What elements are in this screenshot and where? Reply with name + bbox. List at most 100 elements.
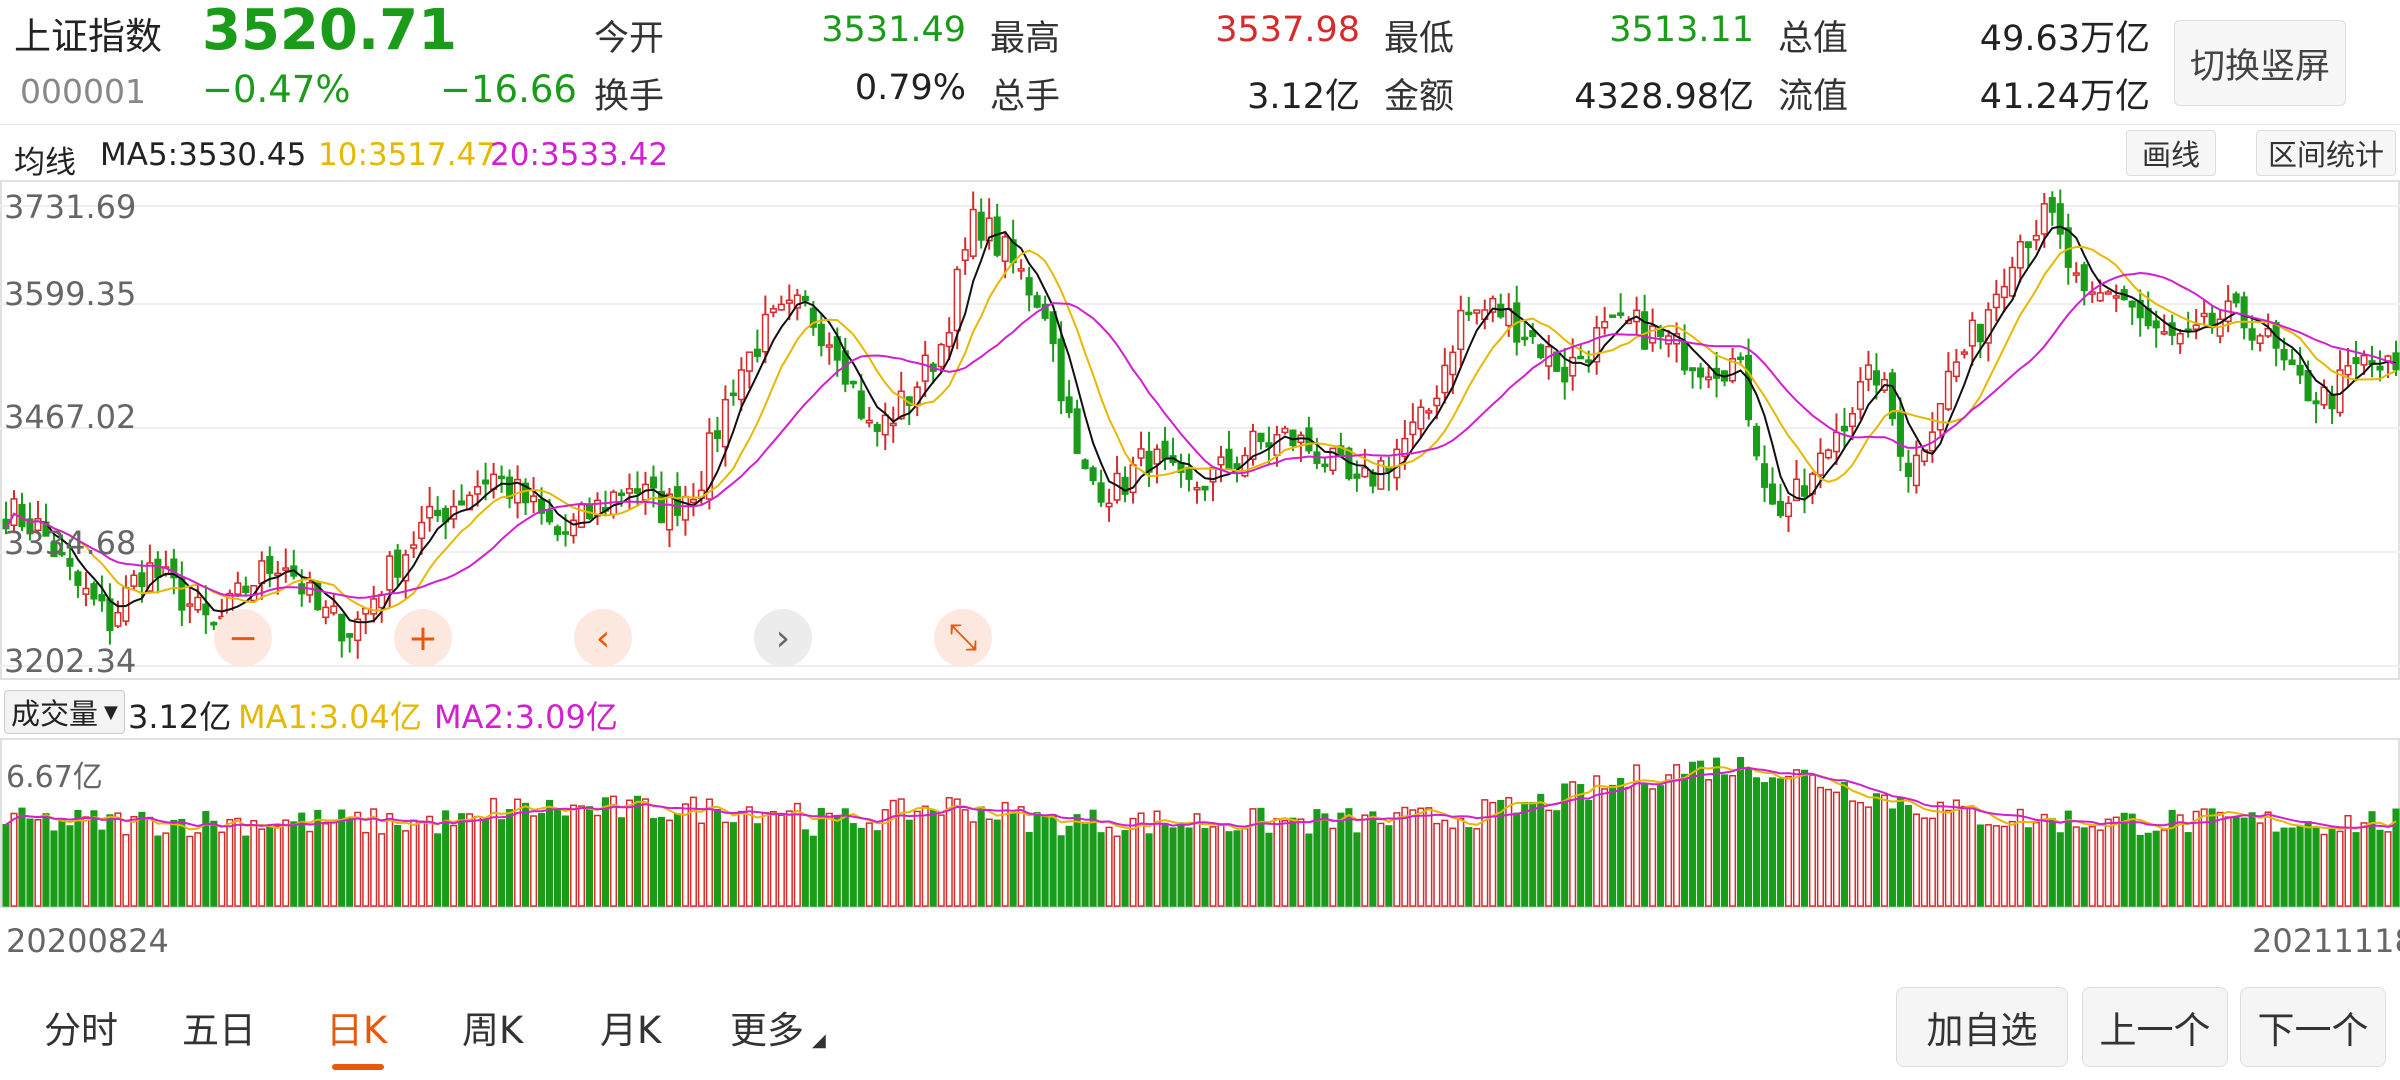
candle (865, 406, 873, 428)
candle (1281, 425, 1289, 435)
candle (761, 295, 769, 364)
volume-selector[interactable]: 成交量 ▼ (4, 690, 125, 734)
volume-bar (1808, 774, 1817, 907)
volume-bar (1193, 813, 1201, 907)
candle (1049, 311, 1057, 362)
zoom-out-icon[interactable]: − (214, 609, 272, 667)
volume-bar (1137, 812, 1145, 907)
tab-6[interactable]: 更多 (730, 1009, 804, 1052)
volume-bar (2344, 814, 2352, 907)
volume-bar (1872, 793, 1880, 907)
candle (242, 576, 250, 597)
candle (1153, 444, 1161, 484)
volume-bar (721, 821, 729, 907)
volume-bar (1265, 832, 1273, 907)
candle (74, 569, 82, 598)
tab-2[interactable]: 五日 (182, 1009, 256, 1052)
candle (2288, 348, 2296, 366)
volume-bar (2136, 834, 2144, 907)
volume-bar (2352, 832, 2360, 907)
range-stats-button[interactable]: 区间统计 (2256, 130, 2396, 176)
candle (2016, 234, 2024, 283)
volume-title: 成交量 (11, 697, 99, 731)
candle (1225, 430, 1233, 470)
volume-ma2-line (5, 766, 2397, 829)
candle (1361, 448, 1369, 478)
volume-value: 3.12亿 (128, 698, 232, 736)
end-date: 20211118 (2252, 922, 2400, 960)
quote-field-value: 0.79% (854, 68, 966, 108)
volume-bar (585, 806, 594, 907)
next-button[interactable]: 下一个 (2240, 987, 2386, 1067)
candle (937, 342, 945, 373)
volume-bar (2144, 832, 2152, 907)
candle (745, 351, 753, 389)
candlestick-chart[interactable] (0, 180, 2400, 680)
volume-bar (849, 823, 857, 907)
candle (737, 357, 745, 411)
add-watchlist-button[interactable]: 加自选 (1896, 987, 2068, 1067)
candle (2392, 340, 2400, 377)
volume-bar (186, 835, 194, 907)
volume-bar (609, 795, 618, 907)
candle (1744, 338, 1753, 427)
volume-bar (194, 832, 202, 907)
volume-bar (1800, 769, 1809, 907)
volume-bar (737, 810, 745, 907)
volume-bar (1824, 788, 1833, 907)
volume-bar (2032, 821, 2040, 907)
volume-bar (809, 835, 817, 907)
draw-line-button[interactable]: 画线 (2126, 130, 2216, 176)
tab-1[interactable]: 分时 (44, 1009, 118, 1052)
volume-bar (138, 811, 146, 907)
tab-3[interactable]: 日K (326, 1009, 388, 1052)
pan-right-icon[interactable]: › (754, 609, 812, 667)
candle (1105, 488, 1113, 522)
candle (1824, 448, 1833, 460)
switch-orientation-button[interactable]: 切换竖屏 (2174, 20, 2346, 106)
candle (1800, 468, 1809, 514)
candle (1593, 315, 1601, 375)
zoom-in-icon[interactable]: + (394, 609, 452, 667)
volume-bar (1489, 801, 1497, 907)
volume-bar (825, 812, 833, 907)
volume-bar (290, 821, 298, 907)
volume-bar (1928, 817, 1936, 907)
volume-bar (1297, 818, 1305, 907)
collapse-icon[interactable]: ⤡ (934, 609, 992, 667)
volume-bar (1161, 822, 1169, 907)
volume-bar (1776, 778, 1785, 907)
volume-bar (1960, 805, 1968, 907)
candle (1776, 484, 1785, 519)
volume-bar (2056, 832, 2064, 907)
volume-bar (1553, 810, 1561, 907)
volume-bar (82, 816, 90, 907)
volume-bar (1121, 830, 1129, 907)
volume-bar (1593, 775, 1601, 907)
quote-field-label: 总值 (1778, 19, 1849, 59)
previous-button[interactable]: 上一个 (2082, 987, 2228, 1067)
volume-bar (1936, 801, 1944, 907)
pan-left-icon[interactable]: ‹ (574, 609, 632, 667)
volume-bar (1313, 809, 1321, 907)
candle (354, 611, 362, 659)
volume-chart[interactable] (0, 738, 2400, 908)
candle (2296, 347, 2304, 385)
volume-bar (1840, 781, 1849, 907)
price-tick-label: 3731.69 (4, 188, 137, 226)
tab-5[interactable]: 月K (600, 1009, 662, 1052)
volume-bar (442, 810, 450, 907)
tab-4[interactable]: 周K (462, 1009, 524, 1052)
candle (1393, 438, 1401, 491)
chart-frame (0, 180, 2400, 680)
volume-bar (2272, 831, 2280, 907)
candle (306, 571, 314, 603)
volume-bar (50, 830, 58, 907)
volume-bar (1361, 814, 1369, 907)
candle (290, 549, 298, 580)
candle (681, 485, 689, 536)
volume-bar (1465, 827, 1473, 907)
volume-bar (370, 808, 378, 907)
volume-bar (569, 804, 578, 907)
candle (1337, 432, 1345, 458)
